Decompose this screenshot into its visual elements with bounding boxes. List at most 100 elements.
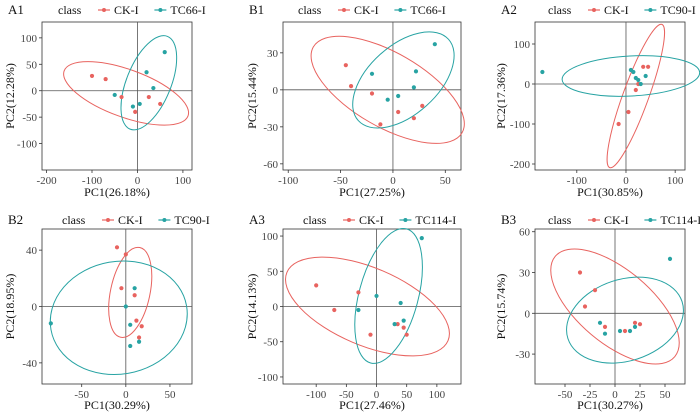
legend: class CK-I TC114-I bbox=[303, 213, 456, 227]
data-point-tc bbox=[667, 256, 673, 262]
data-point-ck bbox=[396, 109, 401, 115]
data-point-ck bbox=[577, 270, 583, 275]
y-tick-label: 50 bbox=[26, 59, 38, 71]
y-tick-label: -30 bbox=[515, 349, 530, 361]
x-axis-label: PC1(30.29%) bbox=[84, 398, 150, 412]
x-tick-label: 100 bbox=[667, 175, 684, 187]
y-axis-label: PC2(14.13%) bbox=[245, 274, 259, 340]
plot-frame bbox=[534, 228, 686, 385]
data-point-ck bbox=[582, 304, 588, 309]
data-point-ck bbox=[633, 87, 638, 93]
panel-a1: A1 class CK-I TC66-I -200 -100 0 100 -100 -50 0 50 1… bbox=[3, 2, 206, 199]
legend: class CK-I TC66-I bbox=[298, 3, 446, 17]
data-point-ck bbox=[89, 73, 95, 79]
y-tick-label: 0 bbox=[32, 86, 38, 98]
data-point-tc bbox=[643, 73, 648, 79]
data-point-ck bbox=[134, 318, 139, 323]
data-point-ck bbox=[332, 307, 337, 313]
x-axis-label: PC1(26.18%) bbox=[84, 185, 150, 199]
data-point-tc bbox=[374, 293, 379, 299]
x-tick-label: 0 bbox=[390, 175, 396, 187]
y-tick-label: -50 bbox=[263, 337, 278, 349]
data-point-tc bbox=[540, 69, 545, 75]
legend: class CK-I TC66-I bbox=[58, 3, 206, 17]
legend-dot-tc bbox=[162, 218, 167, 222]
legend-entry-tc: TC66-I bbox=[170, 3, 205, 17]
data-point-ck bbox=[114, 245, 120, 250]
data-point-tc bbox=[631, 69, 636, 75]
x-tick-label: 0 bbox=[123, 389, 129, 401]
x-axis-label: PC1(30.27%) bbox=[577, 398, 643, 412]
panel-label: A2 bbox=[501, 2, 517, 17]
data-point-ck bbox=[356, 290, 361, 295]
x-tick-label: -100 bbox=[306, 389, 327, 401]
legend-entry-tc: TC66-I bbox=[410, 3, 445, 17]
y-tick-label: -100 bbox=[17, 139, 38, 151]
legend-entry-tc: TC90-I bbox=[660, 3, 695, 17]
x-tick-label: 25 bbox=[635, 389, 647, 401]
x-tick-label: -50 bbox=[333, 175, 348, 187]
confidence-ellipse-tc bbox=[566, 276, 684, 364]
y-tick-label: 100 bbox=[514, 39, 531, 51]
panel-a3: A3 class CK-I TC114-I -100 -50 0 50 100 -100 -50 0 5… bbox=[245, 212, 462, 412]
data-point-tc bbox=[128, 322, 133, 327]
panel-label: B1 bbox=[249, 2, 264, 17]
data-point-tc bbox=[413, 69, 419, 74]
data-point-tc bbox=[130, 104, 136, 109]
x-tick-label: 0 bbox=[374, 389, 380, 401]
x-tick-label: 0 bbox=[612, 389, 618, 401]
x-axis-label: PC1(30.85%) bbox=[577, 185, 643, 199]
data-point-ck bbox=[119, 94, 124, 100]
confidence-ellipse-ck bbox=[285, 256, 450, 357]
data-point-ck bbox=[646, 64, 651, 69]
data-point-ck bbox=[420, 103, 425, 108]
data-point-ck bbox=[641, 64, 646, 69]
y-tick-label: -30 bbox=[263, 122, 278, 134]
confidence-ellipse-tc bbox=[352, 31, 455, 129]
x-tick-label: -100 bbox=[278, 175, 299, 187]
x-tick-label: 100 bbox=[175, 175, 192, 187]
y-tick-label: 50 bbox=[267, 266, 279, 278]
data-point-ck bbox=[348, 84, 354, 89]
legend-entry-ck: CK-I bbox=[604, 213, 629, 227]
data-point-tc bbox=[627, 328, 633, 334]
data-point-ck bbox=[626, 109, 631, 115]
legend-entry-ck: CK-I bbox=[354, 3, 379, 17]
plot-frame bbox=[41, 21, 193, 171]
x-tick-label: 50 bbox=[164, 389, 176, 401]
data-point-ck bbox=[133, 109, 138, 114]
legend-entry-tc: TC114-I bbox=[660, 213, 700, 227]
x-tick-label: -25 bbox=[583, 389, 598, 401]
data-point-ck bbox=[103, 76, 108, 82]
data-point-tc bbox=[162, 50, 167, 55]
y-axis-label: PC2(15.44%) bbox=[245, 63, 259, 129]
legend-dot-tc bbox=[403, 218, 408, 222]
data-point-ck bbox=[314, 283, 319, 288]
y-tick-label: 60 bbox=[519, 227, 531, 239]
legend-dot-ck bbox=[347, 218, 351, 222]
x-tick-label: -50 bbox=[339, 389, 354, 401]
legend-title: class bbox=[62, 213, 86, 227]
data-point-tc bbox=[132, 286, 137, 291]
x-axis-label: PC1(27.25%) bbox=[339, 185, 405, 199]
x-tick-label: -100 bbox=[82, 175, 103, 187]
x-tick-label: 50 bbox=[660, 389, 672, 401]
panel-b1: B1 class CK-I TC66-I -100 -50 0 50 -60 -30 0 30 PC1(… bbox=[245, 2, 465, 199]
data-point-tc bbox=[432, 42, 437, 47]
data-point-ck bbox=[123, 252, 128, 257]
data-point-tc bbox=[112, 92, 117, 98]
legend-entry-ck: CK-I bbox=[604, 3, 629, 17]
legend-dot-tc bbox=[648, 8, 653, 12]
legend-title: class bbox=[548, 213, 572, 227]
y-tick-label: 0 bbox=[273, 302, 279, 314]
x-tick-label: -50 bbox=[74, 389, 89, 401]
data-point-tc bbox=[602, 331, 608, 336]
data-point-tc bbox=[632, 324, 638, 329]
legend-dot-tc bbox=[158, 8, 163, 12]
legend: class CK-I TC90-I bbox=[548, 3, 696, 17]
legend: class CK-I TC90-I bbox=[62, 213, 210, 227]
data-point-tc bbox=[128, 343, 133, 349]
data-point-ck bbox=[632, 320, 638, 325]
data-point-tc bbox=[419, 236, 424, 241]
